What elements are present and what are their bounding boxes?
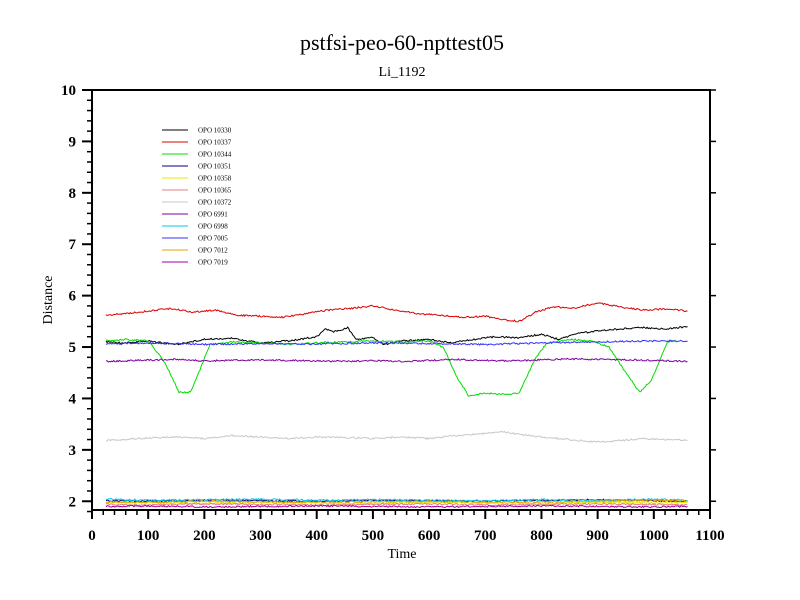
x-tick-label: 700 <box>474 528 497 544</box>
x-tick-label: 800 <box>530 528 553 544</box>
legend: OPO 10330 OPO 10337 OPO 10344 OPO 10351 OPO … <box>162 127 232 267</box>
chart-subtitle: Li_1192 <box>379 65 426 80</box>
legend-label: OPO 10337 <box>198 139 232 147</box>
series-line <box>106 338 677 397</box>
legend-label: OPO 10344 <box>198 151 232 159</box>
legend-label: OPO 10330 <box>198 127 232 135</box>
x-tick-label: 500 <box>362 528 385 544</box>
series-line <box>105 497 688 503</box>
y-tick-label: 9 <box>69 134 77 150</box>
x-tick-label: 300 <box>249 528 272 544</box>
series-line <box>105 502 688 507</box>
y-tick-label: 4 <box>69 391 77 407</box>
y-tick-label: 6 <box>69 289 77 305</box>
x-tick-label: 1100 <box>695 528 724 544</box>
legend-label: OPO 10358 <box>198 175 232 183</box>
series-line <box>105 504 688 509</box>
axes-layer: 0 100 200 300 400 500 600 700 800 900 1000 1100 2 3 4 5… <box>61 83 725 544</box>
legend-label: OPO 10372 <box>198 199 232 207</box>
x-tick-label: 900 <box>586 528 609 544</box>
x-tick-label: 1000 <box>639 528 669 544</box>
series-line <box>105 499 688 504</box>
series-line <box>105 339 688 346</box>
x-tick-label: 100 <box>137 528 160 544</box>
plot-frame <box>91 89 711 511</box>
legend-label: OPO 10351 <box>198 163 232 171</box>
x-tick-label: 400 <box>305 528 328 544</box>
legend-label: OPO 7005 <box>198 235 228 243</box>
y-tick-label: 5 <box>69 340 77 356</box>
x-axis-label: Time <box>387 547 416 562</box>
y-axis-label: Distance <box>41 276 56 325</box>
chart-title: pstfsi-peo-60-npttest05 <box>300 30 504 55</box>
legend-label: OPO 7019 <box>198 259 228 267</box>
y-tick-label: 10 <box>61 83 76 99</box>
series-layer <box>105 302 688 509</box>
legend-label: OPO 6998 <box>198 223 228 231</box>
legend-label: OPO 7012 <box>198 247 228 255</box>
y-tick-label: 8 <box>69 186 77 202</box>
series-line <box>105 430 688 443</box>
x-tick-label: 600 <box>418 528 441 544</box>
y-tick-label: 2 <box>69 494 77 510</box>
y-tick-label: 7 <box>69 237 77 253</box>
series-line <box>105 302 688 323</box>
legend-label: OPO 10365 <box>198 187 232 195</box>
y-tick-label: 3 <box>69 443 77 459</box>
x-tick-label: 200 <box>193 528 216 544</box>
x-tick-label: 0 <box>88 528 96 544</box>
legend-label: OPO 6991 <box>198 211 228 219</box>
series-line <box>106 357 688 363</box>
